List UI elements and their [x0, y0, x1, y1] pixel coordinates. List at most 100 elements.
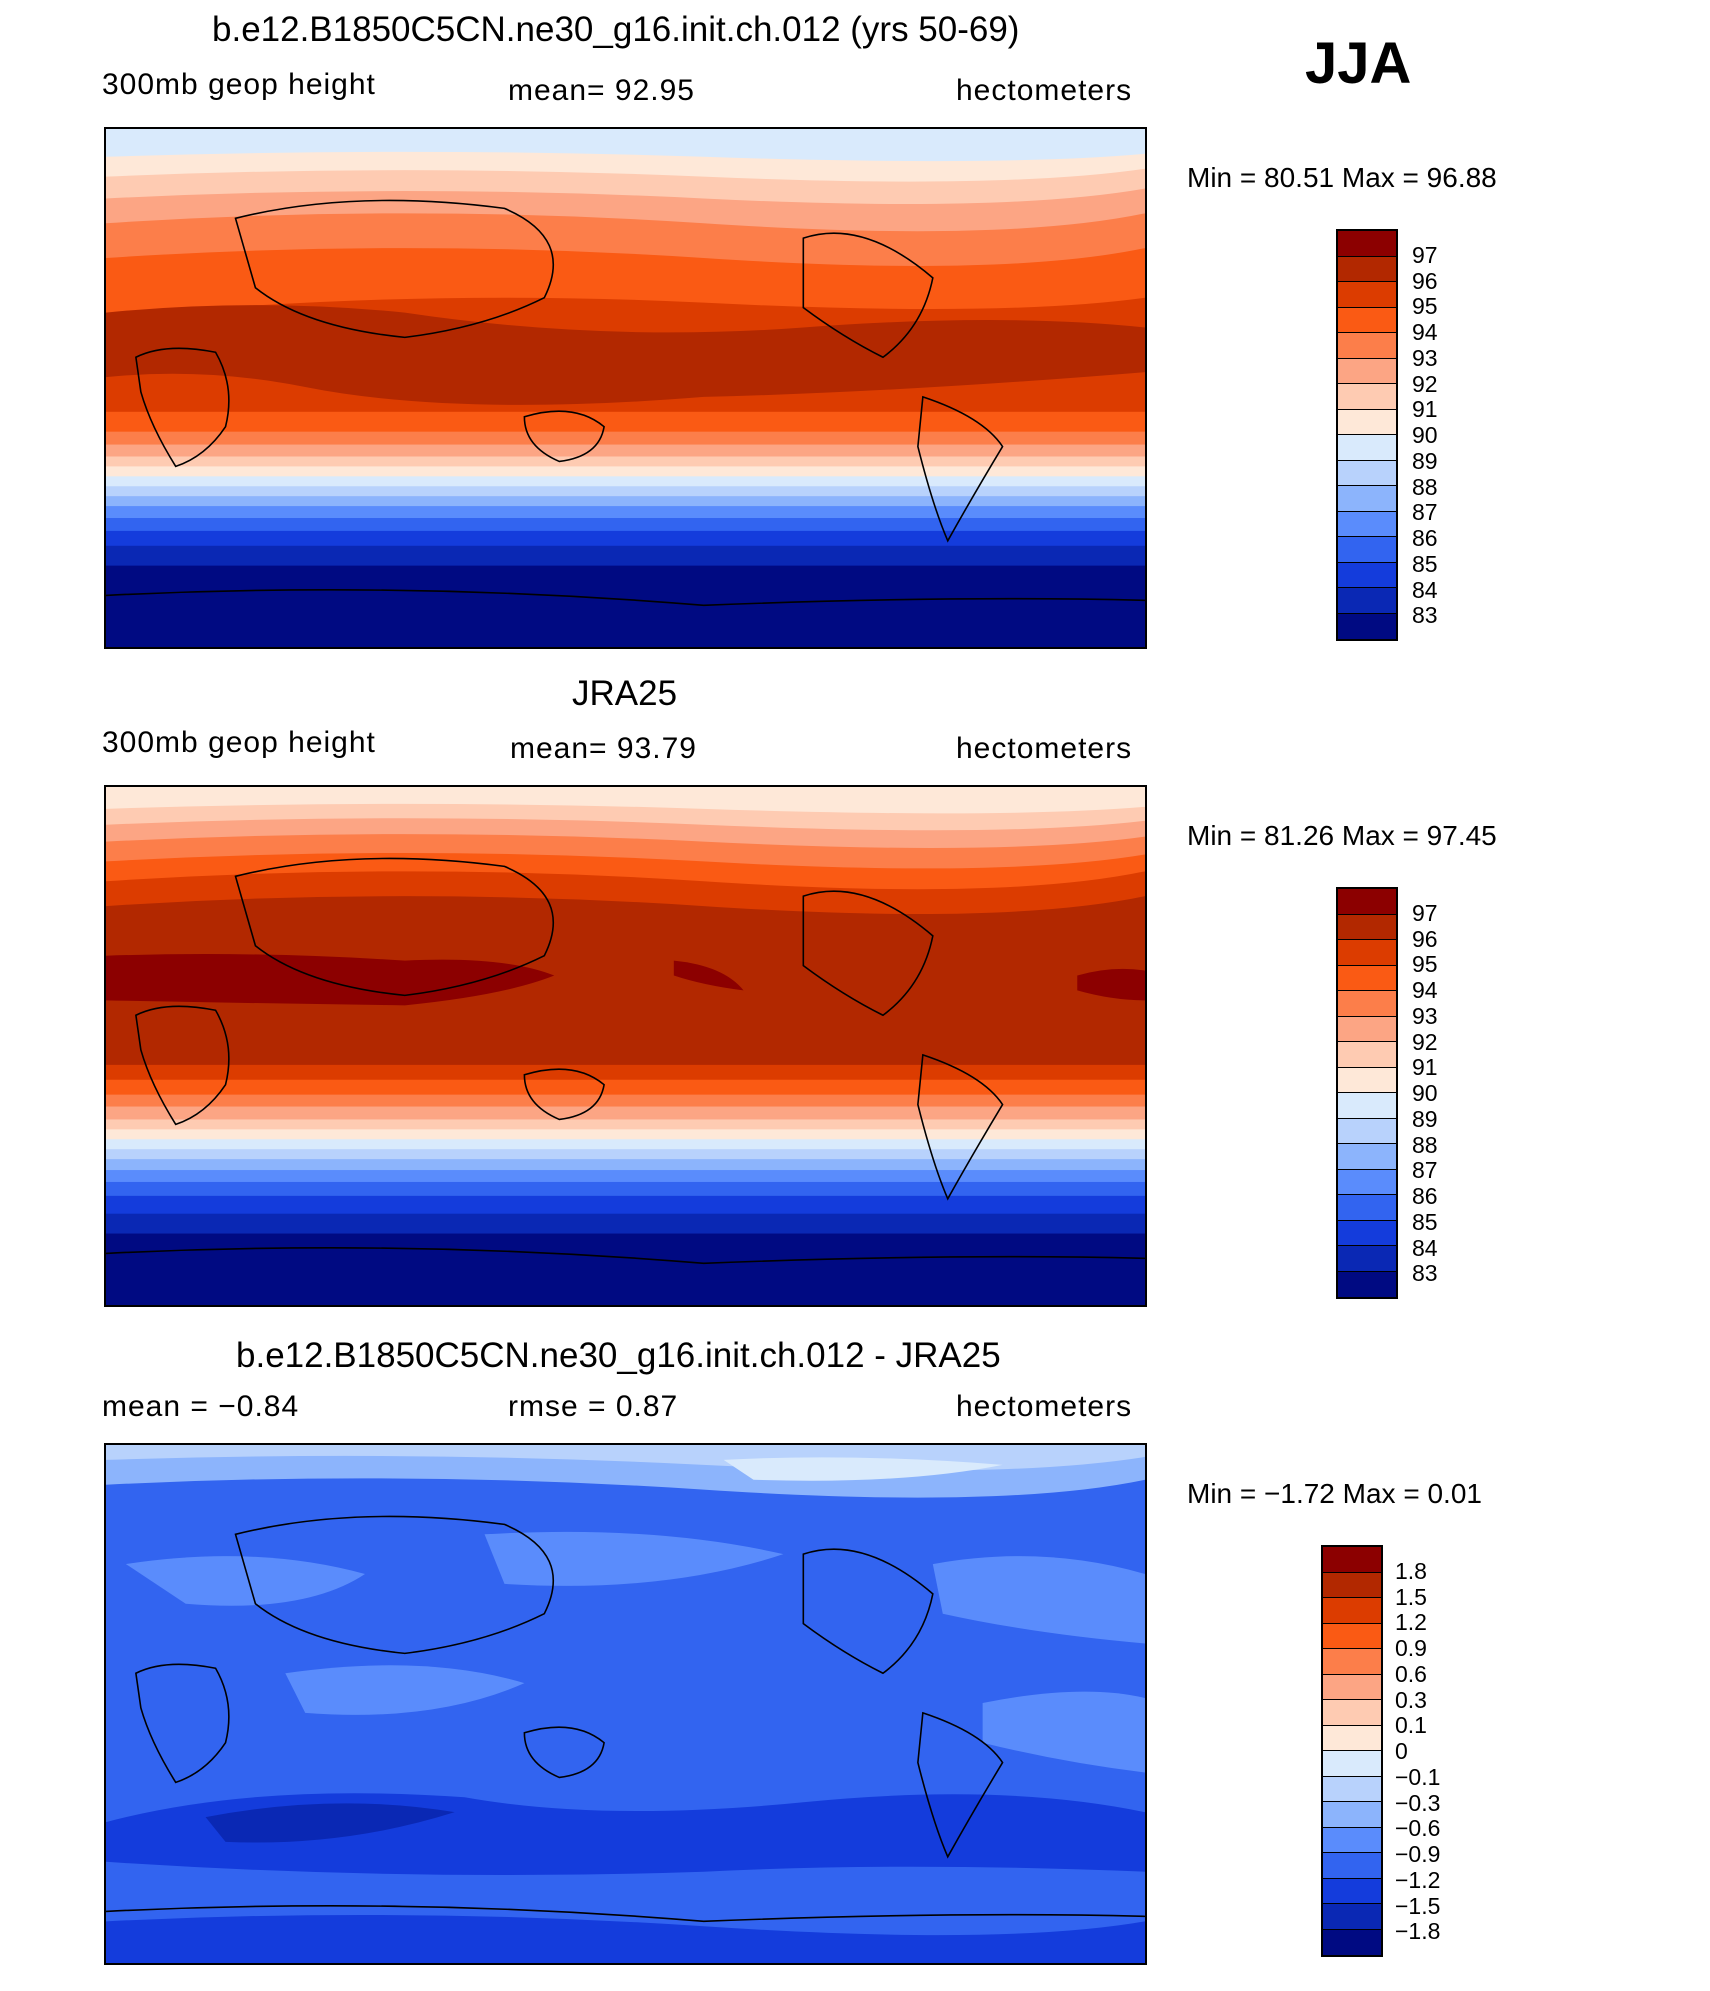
colorbar-swatch: [1338, 231, 1396, 257]
colorbar-swatch: [1338, 991, 1396, 1017]
panel2-colorbar: [1336, 887, 1398, 1299]
colorbar-swatch: [1338, 1195, 1396, 1221]
colorbar-label: 91: [1412, 1054, 1438, 1081]
colorbar-label: 95: [1412, 951, 1438, 978]
panel1-map-svg: [106, 129, 1145, 647]
colorbar-label: 93: [1412, 1002, 1438, 1029]
colorbar-label: 96: [1412, 267, 1438, 294]
colorbar-swatch: [1338, 1144, 1396, 1170]
colorbar-label: 0: [1395, 1738, 1408, 1764]
panel1-variable-label: 300mb geop height: [102, 68, 376, 101]
panel1-colorbar-labels: 97 96 95 94 93 92 91 90 89 88 87 86 85 84 83: [1412, 229, 1472, 641]
colorbar-swatch: [1338, 435, 1396, 461]
colorbar-label: 83: [1412, 1260, 1438, 1287]
colorbar-swatch: [1323, 1700, 1381, 1726]
colorbar-swatch: [1338, 1220, 1396, 1246]
colorbar-swatch: [1338, 562, 1396, 588]
colorbar-swatch: [1338, 1067, 1396, 1093]
colorbar-label: −0.3: [1395, 1789, 1441, 1816]
colorbar-label: 97: [1412, 241, 1438, 268]
colorbar-label: 94: [1412, 977, 1438, 1003]
colorbar-swatch: [1323, 1878, 1381, 1904]
panel3-mean-label: mean = −0.84: [102, 1390, 300, 1423]
colorbar-swatch: [1338, 537, 1396, 563]
colorbar-swatch: [1338, 511, 1396, 537]
colorbar-swatch: [1338, 486, 1396, 512]
colorbar-swatch: [1338, 333, 1396, 359]
colorbar-swatch: [1338, 358, 1396, 384]
colorbar-swatch: [1338, 1118, 1396, 1144]
colorbar-label: 87: [1412, 499, 1438, 526]
colorbar-swatch: [1338, 460, 1396, 486]
colorbar-label: 1.8: [1395, 1557, 1427, 1584]
panel2-min-max: Min = 81.26 Max = 97.45: [1187, 820, 1497, 851]
colorbar-swatch: [1338, 1093, 1396, 1119]
colorbar-swatch: [1323, 1623, 1381, 1649]
panel2-colorbar-labels: 97 96 95 94 93 92 91 90 89 88 87 86 85 84 83: [1412, 887, 1472, 1299]
panel3-min-max: Min = −1.72 Max = 0.01: [1187, 1478, 1482, 1509]
colorbar-label: 96: [1412, 925, 1438, 952]
colorbar-label: 93: [1412, 344, 1438, 371]
colorbar-swatch: [1338, 256, 1396, 282]
panel1-units-label: hectometers: [956, 74, 1133, 107]
panel2-title: JRA25: [572, 674, 678, 713]
colorbar-label: 83: [1412, 602, 1438, 629]
colorbar-swatch: [1323, 1776, 1381, 1802]
colorbar-swatch: [1338, 1016, 1396, 1042]
panel3-colorbar: [1321, 1545, 1383, 1957]
colorbar-swatch: [1323, 1827, 1381, 1853]
colorbar-swatch: [1338, 889, 1396, 915]
colorbar-label: 90: [1412, 1080, 1438, 1106]
colorbar-label: 87: [1412, 1157, 1438, 1184]
panel2-variable-label: 300mb geop height: [102, 726, 376, 759]
colorbar-label: 84: [1412, 1234, 1438, 1261]
colorbar-label: −1.5: [1395, 1892, 1441, 1919]
colorbar-label: 92: [1412, 370, 1438, 397]
colorbar-label: 88: [1412, 473, 1438, 500]
panel1-mean-label: mean= 92.95: [508, 74, 695, 107]
panel2-mean-label: mean= 93.79: [510, 732, 697, 765]
colorbar-swatch: [1323, 1649, 1381, 1675]
colorbar-swatch: [1338, 940, 1396, 966]
panel2-units-label: hectometers: [956, 732, 1133, 765]
colorbar-swatch: [1323, 1802, 1381, 1828]
colorbar-label: 97: [1412, 899, 1438, 926]
colorbar-label: 1.2: [1395, 1609, 1427, 1636]
colorbar-swatch: [1323, 1547, 1381, 1573]
colorbar-swatch: [1323, 1725, 1381, 1751]
colorbar-label: 1.5: [1395, 1583, 1427, 1610]
colorbar-label: 0.6: [1395, 1660, 1427, 1687]
panel3-rmse-label: rmse = 0.87: [508, 1390, 679, 1423]
colorbar-label: −0.1: [1395, 1763, 1441, 1790]
colorbar-swatch: [1338, 1042, 1396, 1068]
colorbar-swatch: [1338, 613, 1396, 639]
panel2-map-svg: [106, 787, 1145, 1305]
colorbar-swatch: [1323, 1751, 1381, 1777]
colorbar-label: 0.3: [1395, 1686, 1427, 1713]
panel1-title: b.e12.B1850C5CN.ne30_g16.init.ch.012 (yr…: [212, 10, 1020, 49]
panel3-colorbar-labels: 1.8 1.5 1.2 0.9 0.6 0.3 0.1 0 −0.1 −0.3 −0.6 −0.9 −1…: [1395, 1545, 1465, 1957]
colorbar-label: 88: [1412, 1131, 1438, 1158]
colorbar-label: 89: [1412, 447, 1438, 474]
colorbar-label: 0.1: [1395, 1712, 1427, 1739]
colorbar-swatch: [1323, 1853, 1381, 1879]
colorbar-label: 84: [1412, 576, 1438, 603]
colorbar-label: −0.9: [1395, 1841, 1441, 1867]
colorbar-swatch: [1338, 384, 1396, 410]
colorbar-label: 92: [1412, 1028, 1438, 1055]
colorbar-label: 85: [1412, 550, 1438, 577]
colorbar-label: 94: [1412, 319, 1438, 345]
panel1-colorbar: [1336, 229, 1398, 641]
colorbar-label: 91: [1412, 396, 1438, 423]
colorbar-label: −0.6: [1395, 1815, 1441, 1842]
colorbar-swatch: [1323, 1929, 1381, 1955]
colorbar-swatch: [1338, 1271, 1396, 1297]
colorbar-swatch: [1323, 1572, 1381, 1598]
panel3-units-label: hectometers: [956, 1390, 1133, 1423]
colorbar-label: 85: [1412, 1208, 1438, 1235]
colorbar-swatch: [1338, 588, 1396, 614]
colorbar-swatch: [1323, 1904, 1381, 1930]
colorbar-label: −1.8: [1395, 1918, 1441, 1945]
colorbar-label: 0.9: [1395, 1635, 1427, 1661]
panel2-map: [104, 785, 1147, 1307]
